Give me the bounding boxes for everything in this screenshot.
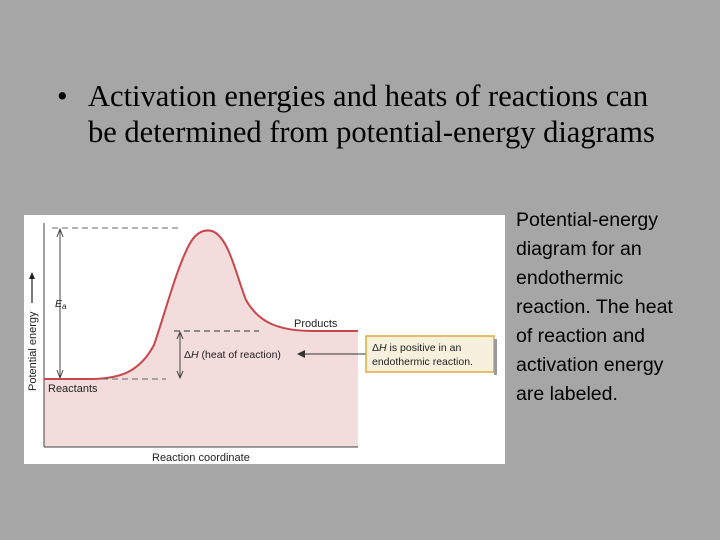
area-under-curve: [44, 230, 358, 447]
delta-h-label: ΔH (heat of reaction): [184, 349, 281, 361]
potential-energy-diagram: Ea ΔH (heat of reaction) ΔH is positive …: [24, 215, 505, 464]
y-axis-label: Potential energy: [27, 311, 39, 391]
reactants-label: Reactants: [48, 383, 98, 395]
y-axis-label-group: Potential energy: [27, 311, 39, 391]
x-axis-label: Reaction coordinate: [152, 452, 250, 464]
energy-curve: [44, 229, 358, 380]
bullet-text: Activation energies and heats of reactio…: [88, 79, 655, 149]
callout-line-2: endothermic reaction.: [372, 356, 473, 368]
callout-box: [365, 335, 495, 373]
figure-caption: Potential-energy diagram for an endother…: [516, 209, 673, 405]
callout-box-shadow: [494, 339, 497, 375]
callout-line-1: ΔH is positive in an: [372, 342, 461, 354]
ea-arrow-head-top: [56, 227, 64, 238]
delta-h-arrow-head-top: [176, 330, 184, 340]
delta-h-arrow-head-bottom: [176, 370, 184, 380]
ea-label: Ea: [55, 298, 67, 311]
diagram-svg: Ea ΔH (heat of reaction) ΔH is positive …: [27, 223, 497, 464]
y-axis-label-arrow-head: [29, 272, 35, 279]
ea-arrow-head-bottom: [56, 369, 64, 380]
callout-pointer-head: [297, 350, 305, 358]
bullet-point: • Activation energies and heats of react…: [57, 78, 657, 150]
bullet-symbol: •: [57, 79, 68, 113]
products-label: Products: [294, 318, 338, 330]
